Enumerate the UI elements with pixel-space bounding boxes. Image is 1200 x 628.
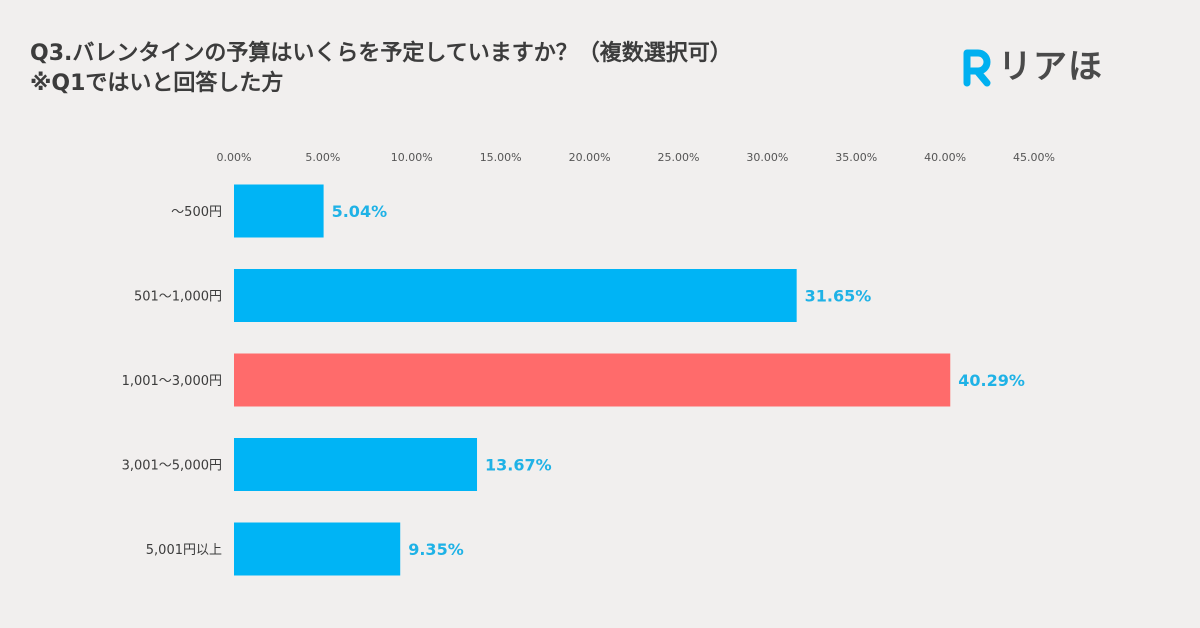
category-label: 3,001～5,000円 xyxy=(122,459,222,474)
x-tick-label: 35.00% xyxy=(835,151,877,164)
x-tick-label: 25.00% xyxy=(657,151,699,164)
page-title: Q3.バレンタインの予算はいくらを予定していますか？（複数選択可） xyxy=(30,41,732,66)
r-letter-icon xyxy=(963,49,991,87)
category-label: ～500円 xyxy=(171,205,222,220)
page-subtitle: ※Q1ではいと回答した方 xyxy=(30,71,284,96)
bar-2 xyxy=(234,269,797,322)
bar-3 xyxy=(234,353,951,407)
bar-1 xyxy=(234,184,324,238)
data-label: 5.04% xyxy=(332,202,388,221)
data-label: 40.29% xyxy=(958,371,1025,390)
logo-text: リアほ xyxy=(998,47,1103,87)
x-tick-label: 40.00% xyxy=(924,151,966,164)
x-tick-label: 15.00% xyxy=(480,151,522,164)
x-tick-label: 45.00% xyxy=(1013,151,1055,164)
x-tick-label: 0.00% xyxy=(217,151,252,164)
category-label: 5,001円以上 xyxy=(146,543,222,558)
logo: リアほ xyxy=(962,44,1103,90)
data-label: 13.67% xyxy=(485,456,552,475)
category-label: 501～1,000円 xyxy=(134,290,222,305)
x-tick-label: 30.00% xyxy=(746,151,788,164)
x-tick-label: 5.00% xyxy=(305,151,340,164)
bar-4 xyxy=(234,438,478,491)
x-tick-label: 20.00% xyxy=(569,151,611,164)
data-label: 31.65% xyxy=(805,287,872,306)
data-label: 9.35% xyxy=(408,540,464,559)
category-label: 1,001～3,000円 xyxy=(122,374,222,389)
x-tick-label: 10.00% xyxy=(391,151,433,164)
bar-5 xyxy=(234,522,401,576)
